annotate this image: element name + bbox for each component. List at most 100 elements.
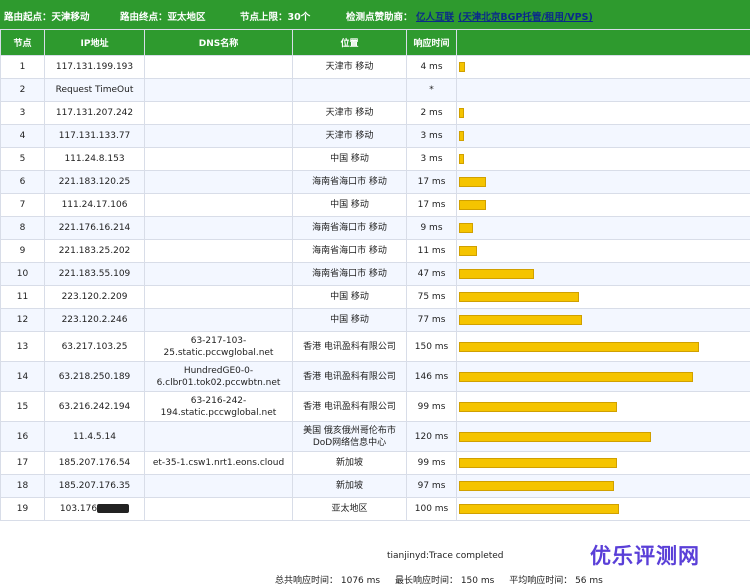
hop-number: 4 xyxy=(0,124,45,148)
ip-address: 223.120.2.246 xyxy=(44,308,145,332)
response-time: 17 ms xyxy=(406,193,457,217)
avg-time: 平均响应时间： 56 ms xyxy=(509,576,603,586)
dns-name xyxy=(144,101,293,125)
response-time: 17 ms xyxy=(406,170,457,194)
dns-name xyxy=(144,78,293,102)
sponsor-detail-link[interactable]: (天津北京BGP托管/租用/VPS) xyxy=(458,12,593,23)
dns-name xyxy=(144,421,293,452)
dns-name: 63-216-242-194.static.pccwglobal.net xyxy=(144,391,293,422)
latency-bar xyxy=(459,315,582,325)
response-time: 11 ms xyxy=(406,239,457,263)
latency-bar-cell xyxy=(456,78,750,102)
col-dns: DNS名称 xyxy=(144,29,293,56)
response-time: 150 ms xyxy=(406,331,457,362)
location: 海南省海口市 移动 xyxy=(292,239,407,263)
hop-limit: 节点上限：30个 xyxy=(240,12,311,23)
latency-bar xyxy=(459,62,465,72)
col-bar xyxy=(456,29,750,56)
latency-bar-cell xyxy=(456,285,750,309)
site-watermark: 优乐评测网 xyxy=(590,544,700,568)
response-time: 3 ms xyxy=(406,147,457,171)
latency-bar xyxy=(459,108,464,118)
location: 天津市 移动 xyxy=(292,55,407,79)
hop-number: 16 xyxy=(0,421,45,452)
latency-bar xyxy=(459,154,464,164)
location: 海南省海口市 移动 xyxy=(292,170,407,194)
col-response-time: 响应时间 xyxy=(406,29,457,56)
dns-name: et-35-1.csw1.nrt1.eons.cloud xyxy=(144,451,293,475)
latency-bar-cell xyxy=(456,216,750,240)
route-origin: 路由起点：天津移动 xyxy=(4,12,90,23)
ip-address: 221.183.120.25 xyxy=(44,170,145,194)
hop-number: 9 xyxy=(0,239,45,263)
table-row: 15 63.216.242.194 63-216-242-194.static.pc… xyxy=(0,391,750,422)
hop-number: 7 xyxy=(0,193,45,217)
hop-number: 19 xyxy=(0,497,45,521)
latency-bar-cell xyxy=(456,308,750,332)
ip-address: 111.24.8.153 xyxy=(44,147,145,171)
ip-address: 221.183.25.202 xyxy=(44,239,145,263)
sponsor-link[interactable]: 亿人互联 xyxy=(416,12,455,23)
hop-number: 14 xyxy=(0,361,45,392)
ip-address: 63.216.242.194 xyxy=(44,391,145,422)
ip-address: 223.120.2.209 xyxy=(44,285,145,309)
dns-name xyxy=(144,193,293,217)
trace-status: tianjinyd:Trace completed xyxy=(387,551,504,561)
table-row: 4 117.131.133.77 天津市 移动 3 ms xyxy=(0,124,750,148)
latency-bar xyxy=(459,246,477,256)
hop-number: 12 xyxy=(0,308,45,332)
location: 天津市 移动 xyxy=(292,124,407,148)
response-time: 99 ms xyxy=(406,451,457,475)
latency-bar-cell xyxy=(456,239,750,263)
location: 中国 移动 xyxy=(292,193,407,217)
hop-number: 2 xyxy=(0,78,45,102)
ip-address: 63.217.103.25 xyxy=(44,331,145,362)
latency-bar-cell xyxy=(456,331,750,362)
latency-bar-cell xyxy=(456,170,750,194)
latency-bar xyxy=(459,458,617,468)
dns-name xyxy=(144,474,293,498)
table-row: 19 103.176 亚太地区 100 ms xyxy=(0,497,750,521)
hop-number: 10 xyxy=(0,262,45,286)
response-time: 2 ms xyxy=(406,101,457,125)
location: 亚太地区 xyxy=(292,497,407,521)
location: 美国 俄亥俄州哥伦布市DoD网络信息中心 xyxy=(292,421,407,452)
dns-name xyxy=(144,497,293,521)
dns-name xyxy=(144,308,293,332)
dns-name xyxy=(144,147,293,171)
table-row: 11 223.120.2.209 中国 移动 75 ms xyxy=(0,285,750,309)
summary: 总共响应时间： 1076 ms 最长响应时间： 150 ms 平均响应时间： 5… xyxy=(275,573,615,586)
location: 香港 电讯盈科有限公司 xyxy=(292,331,407,362)
col-location: 位置 xyxy=(292,29,407,56)
latency-bar xyxy=(459,371,693,382)
hop-number: 11 xyxy=(0,285,45,309)
table-row: 3 117.131.207.242 天津市 移动 2 ms xyxy=(0,101,750,125)
hop-number: 1 xyxy=(0,55,45,79)
trace-table: 节点 IP地址 DNS名称 位置 响应时间 1 117.131.199.193 天津… xyxy=(0,29,750,521)
location: 海南省海口市 移动 xyxy=(292,216,407,240)
table-row: 5 111.24.8.153 中国 移动 3 ms xyxy=(0,147,750,171)
hop-number: 3 xyxy=(0,101,45,125)
table-row: 7 111.24.17.106 中国 移动 17 ms xyxy=(0,193,750,217)
response-time: * xyxy=(406,78,457,102)
sponsor-label: 检测点赞助商： xyxy=(346,12,413,23)
ip-address: 117.131.207.242 xyxy=(44,101,145,125)
latency-bar xyxy=(459,481,614,491)
table-row: 1 117.131.199.193 天津市 移动 4 ms xyxy=(0,55,750,79)
response-time: 146 ms xyxy=(406,361,457,392)
response-time: 97 ms xyxy=(406,474,457,498)
latency-bar-cell xyxy=(456,124,750,148)
dns-name xyxy=(144,124,293,148)
redaction-mark xyxy=(97,504,130,513)
location: 中国 移动 xyxy=(292,285,407,309)
latency-bar-cell xyxy=(456,421,750,452)
dns-name xyxy=(144,262,293,286)
response-time: 47 ms xyxy=(406,262,457,286)
route-destination: 路由终点：亚太地区 xyxy=(120,12,206,23)
table-row: 9 221.183.25.202 海南省海口市 移动 11 ms xyxy=(0,239,750,263)
hop-number: 5 xyxy=(0,147,45,171)
dns-name xyxy=(144,285,293,309)
header-bar: 路由起点：天津移动 路由终点：亚太地区 节点上限：30个 检测点赞助商： 亿人互… xyxy=(0,0,750,29)
latency-bar xyxy=(459,200,486,210)
latency-bar xyxy=(459,131,464,141)
